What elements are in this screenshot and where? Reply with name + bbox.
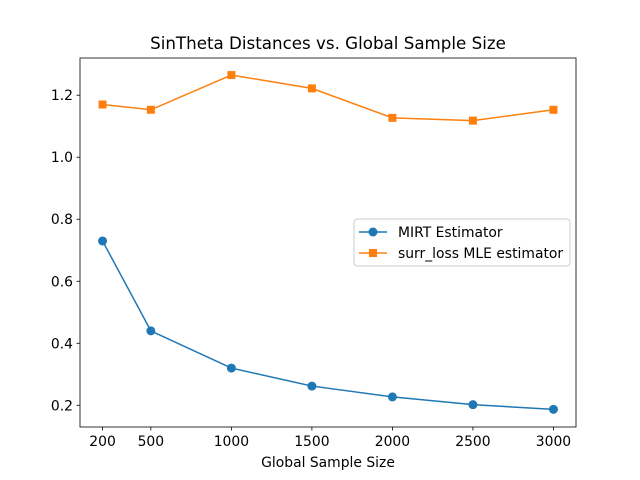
x-tick-label: 3000 (536, 434, 571, 450)
y-axis-ticks: 0.2 0.4 0.6 0.8 1.0 1.2 (51, 88, 80, 414)
y-tick-label: 0.8 (51, 212, 73, 228)
plot-area: 200 500 1000 1500 2000 2500 3000 0.2 0.4 0.6 0.8 1… (51, 57, 577, 450)
legend-box (353, 218, 571, 267)
plot-frame (79, 57, 577, 428)
data-point-series-1 (227, 71, 236, 80)
data-point-series-0 (98, 236, 108, 246)
x-tick-label: 500 (138, 434, 165, 450)
data-point-series-0 (387, 392, 397, 402)
data-point-series-0 (307, 381, 317, 391)
y-tick-label: 0.2 (51, 398, 73, 414)
legend-label-surr-loss: surr_loss MLE estimator (398, 246, 563, 262)
legend: MIRT Estimator surr_loss MLE estimator (353, 218, 571, 267)
x-axis-label: Global Sample Size (261, 455, 395, 471)
y-tick-label: 1.0 (51, 150, 73, 166)
data-point-series-1 (146, 105, 155, 114)
x-tick-label: 2000 (375, 434, 410, 450)
data-point-series-0 (146, 326, 156, 336)
data-point-series-0 (468, 400, 478, 410)
x-tick-label: 2500 (455, 434, 490, 450)
x-tick-label: 200 (89, 434, 116, 450)
data-point-series-1 (98, 100, 107, 109)
data-point-series-1 (549, 105, 558, 114)
y-tick-label: 0.6 (51, 274, 73, 290)
data-point-series-0 (548, 404, 558, 414)
legend-marker-surr-loss (369, 249, 377, 257)
x-axis-ticks: 200 500 1000 1500 2000 2500 3000 (89, 427, 571, 450)
x-tick-label: 1000 (214, 434, 249, 450)
chart-title: SinTheta Distances vs. Global Sample Siz… (150, 33, 506, 53)
data-point-series-1 (388, 113, 397, 122)
y-tick-label: 1.2 (51, 88, 73, 104)
y-tick-label: 0.4 (51, 336, 73, 352)
data-point-series-0 (226, 363, 236, 373)
data-point-series-1 (468, 116, 477, 125)
series-layer (98, 71, 558, 414)
legend-label-mirt: MIRT Estimator (398, 225, 503, 241)
x-tick-label: 1500 (294, 434, 329, 450)
data-point-series-1 (307, 84, 316, 93)
legend-marker-mirt (368, 227, 378, 237)
